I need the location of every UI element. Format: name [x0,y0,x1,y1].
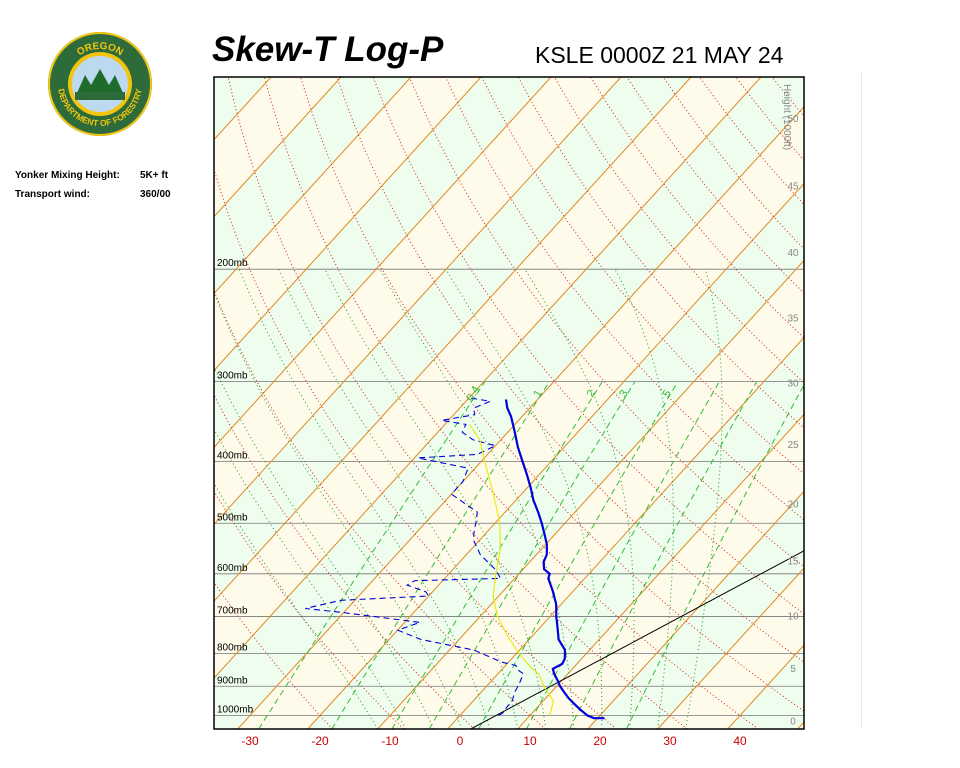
pressure-label: 600mb [217,563,248,574]
isotherm-line [214,77,692,602]
x-tick-label: -20 [311,734,329,748]
isotherm-line [214,77,762,679]
dry-adiabat-line [553,77,804,384]
temperature-trace [504,399,605,720]
pressure-label: 900mb [217,675,248,686]
mixing-height-row: Yonker Mixing Height: 5K+ ft [15,170,168,181]
dry-adiabat-line [808,77,960,729]
moist-adiabat-line [324,268,547,729]
height-tick-label: 10 [787,611,799,622]
mixing-ratio-line [391,381,603,729]
isotherm-line [377,259,804,729]
oregon-forestry-logo: OREGON DEPARTMENT OF FORESTRY [48,32,152,136]
mixing-ratio-line [478,381,679,729]
x-tick-label: 20 [593,734,607,748]
pressure-label: 300mb [217,371,248,382]
isotherm-line [797,721,804,729]
height-tick-label: 25 [787,440,799,451]
mixing-height-value: 5K+ ft [140,170,169,181]
mixing-ratio-label: 3 [617,388,630,399]
isotherm-line [657,567,804,729]
transport-wind-label: Transport wind: [15,189,90,200]
station-time-label: KSLE 0000Z 21 MAY 24 [535,42,784,68]
logo-ground [75,92,125,100]
height-tick-label: 5 [790,664,796,675]
moist-adiabat-line [685,269,723,729]
x-tick-label: -30 [241,734,259,748]
mixing-ratio-line [258,381,486,729]
sounding-traces [305,397,605,720]
height-tick-label: 40 [787,248,799,259]
mixing-ratio-line [569,381,758,729]
thermo-grid [0,77,960,729]
pressure-label: 400mb [217,450,248,461]
isotherm-line [0,77,201,729]
isotherm-line [214,77,482,372]
x-tick-label: 10 [523,734,537,748]
dewpoint-trace [305,397,524,716]
chart-labels: 1000mb 900mb 800mb 700mb 600mb 500mb 400mb 300m… [217,84,799,748]
mixing-ratio-line [626,383,804,729]
mixing-ratio-line [428,381,636,729]
x-tick-label: -10 [381,734,399,748]
isotherm-line [517,413,804,729]
mixing-ratio-label: 1 [531,388,544,399]
plot-frame [213,76,805,730]
temperature-band [214,77,804,729]
isotherm-line [447,336,804,729]
dry-adiabat-line [214,167,617,729]
pressure-label: 1000mb [217,704,254,715]
moist-adiabat-line [524,268,635,729]
dry-adiabat-line [445,77,804,521]
mixing-height-label: Yonker Mixing Height: [15,170,120,181]
dry-adiabat-line [300,77,804,712]
transport-wind-row: Transport wind: 360/00 [15,189,171,200]
pressure-label: 500mb [217,512,248,523]
mixing-ratio-label: 2 [585,388,598,399]
isotherm-line [214,77,342,218]
height-tick-label: 20 [787,500,799,511]
x-tick-label: 0 [457,734,464,748]
height-tick-label: 50 [787,114,799,125]
moist-adiabat-line [214,366,435,729]
height-tick-label: 30 [787,379,799,390]
mixing-ratio-line [331,381,550,729]
isotherm-line [0,77,131,729]
isotherm-line [587,490,804,729]
moist-adiabat-line [445,268,603,729]
height-tick-label: 35 [787,313,799,324]
transport-wind-value: 360/00 [140,189,171,200]
logo-trees [77,69,123,93]
moist-adiabat-line [214,291,463,729]
pressure-label: 200mb [217,258,248,269]
pressure-label: 800mb [217,643,248,654]
logo-top-text: OREGON [75,41,125,58]
right-divider-line [861,73,862,728]
chart-title: Skew-T Log-P [212,30,444,69]
isotherm-line [214,77,412,295]
height-axis-label: Height (1000ft) [781,84,792,150]
isotherm-line [214,77,622,526]
x-tick-label: 40 [733,734,747,748]
moist-adiabat-line [379,268,575,729]
x-tick-label: 30 [663,734,677,748]
mixing-ratio-label: 5 [660,388,673,399]
parcel-trace [468,424,554,716]
moist-adiabat-line [614,268,674,729]
dry-adiabat-line [214,289,546,729]
dry-adiabat-line [214,393,475,729]
logo-outer-border [48,32,152,136]
dry-adiabat-line [845,77,960,729]
pressure-label: 700mb [217,606,248,617]
height-tick-label: 15 [787,557,799,568]
height-tick-label: 0 [790,716,796,727]
background-bands [214,77,804,729]
surface-reference-line [470,550,804,729]
isotherm-line [0,77,61,729]
isotherm-line [214,77,552,449]
height-tick-label: 45 [787,182,799,193]
